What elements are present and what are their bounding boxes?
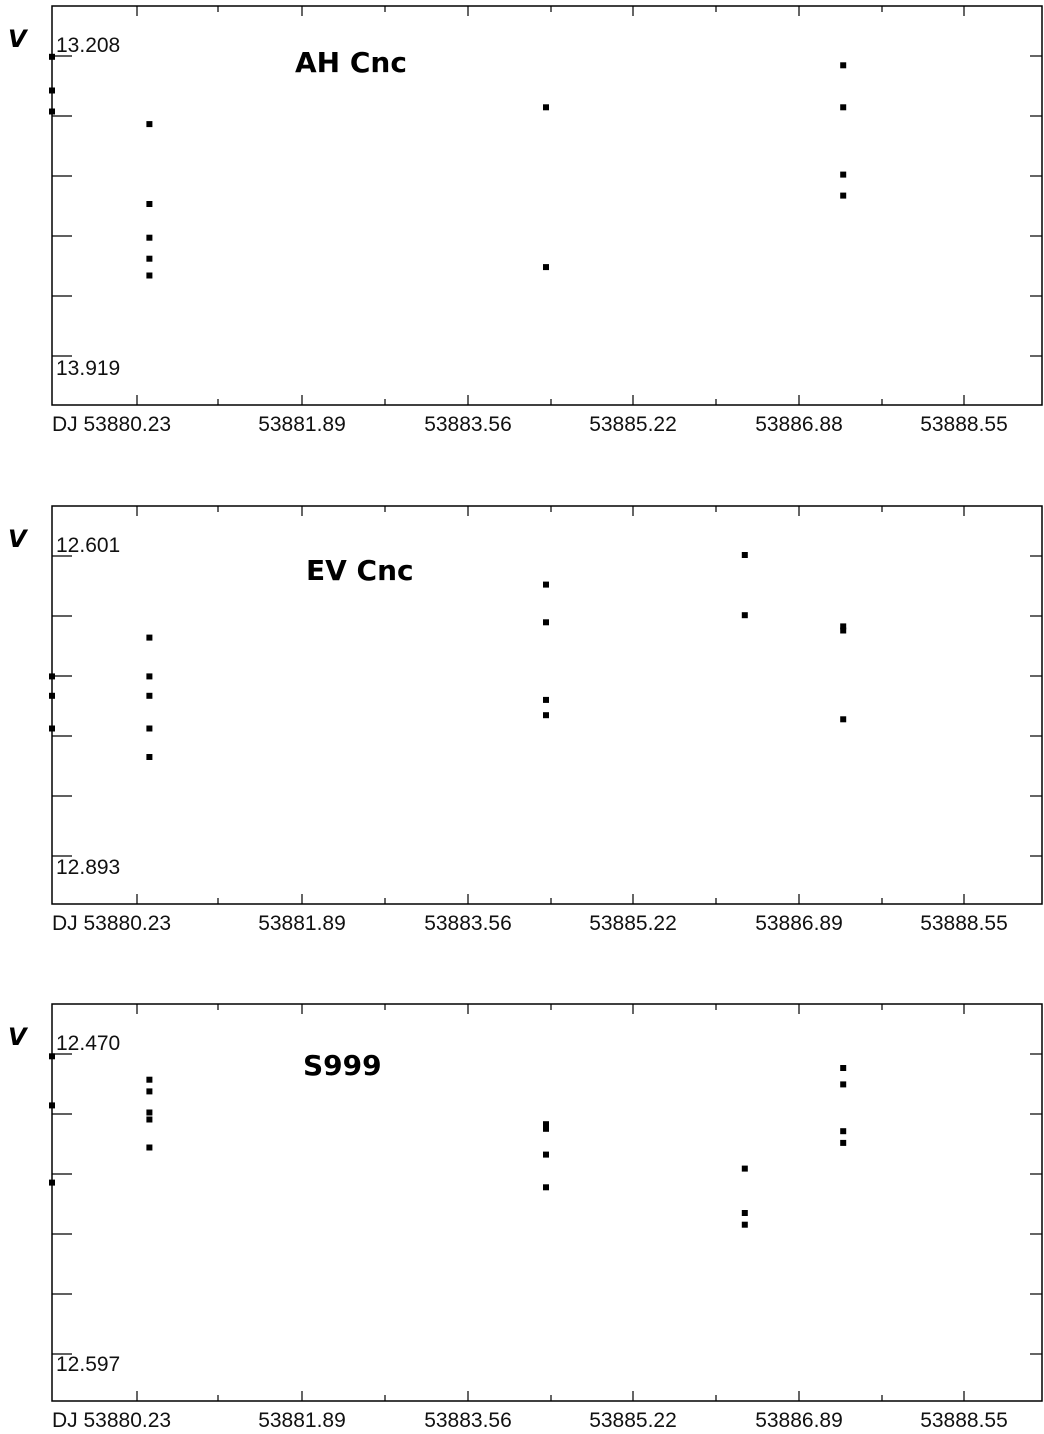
x-tick-label: 53886.88 xyxy=(755,413,843,436)
x-tick-label: 53888.55 xyxy=(920,413,1008,436)
data-point xyxy=(543,1125,549,1132)
chart-title: AH Cnc xyxy=(295,46,407,79)
x-tick-label: 53885.22 xyxy=(589,413,677,436)
x-tick-label: 53888.55 xyxy=(920,912,1008,935)
data-point xyxy=(543,696,549,703)
data-point xyxy=(146,725,153,732)
data-point xyxy=(840,62,847,69)
data-point xyxy=(840,1065,847,1071)
data-point xyxy=(840,1139,847,1146)
data-point xyxy=(741,612,748,619)
x-tick-label: DJ 53880.23 xyxy=(52,1409,171,1432)
x-tick-label: 53886.89 xyxy=(755,912,843,935)
chart-title: S999 xyxy=(303,1049,382,1082)
data-point xyxy=(146,1088,153,1095)
data-point xyxy=(146,234,153,241)
data-point xyxy=(49,53,55,60)
data-point xyxy=(146,634,153,641)
y-axis-title: V xyxy=(8,1023,29,1051)
data-point xyxy=(543,104,549,111)
data-point xyxy=(146,1144,153,1151)
data-point xyxy=(146,1076,153,1083)
data-point xyxy=(146,754,153,760)
x-tick-label: 53886.89 xyxy=(755,1409,843,1432)
data-point xyxy=(840,171,847,178)
x-tick-label: 53881.89 xyxy=(258,413,346,436)
y-top-label: 13.208 xyxy=(56,34,120,57)
data-point xyxy=(49,725,55,732)
x-tick-label: 53883.56 xyxy=(424,413,512,436)
x-tick-label: DJ 53880.23 xyxy=(52,413,171,436)
data-point xyxy=(840,1128,847,1135)
data-point xyxy=(840,1081,847,1088)
data-point xyxy=(49,1102,55,1109)
x-tick-label: DJ 53880.23 xyxy=(52,912,171,935)
x-tick-label: 53883.56 xyxy=(424,912,512,935)
x-tick-label: 53888.55 xyxy=(920,1409,1008,1432)
y-bottom-label: 12.597 xyxy=(56,1353,120,1376)
x-tick-label: 53883.56 xyxy=(424,1409,512,1432)
y-top-label: 12.601 xyxy=(56,534,120,557)
data-point xyxy=(543,581,549,588)
plot-panel-2: V 12.601 12.893 EV Cnc DJ 53880.23 53881.89 53… xyxy=(8,505,1043,935)
data-point xyxy=(49,87,55,94)
data-point xyxy=(840,623,847,630)
data-point xyxy=(49,108,55,115)
y-axis-title: V xyxy=(8,525,29,553)
y-bottom-label: 13.919 xyxy=(56,357,120,380)
plot-panel-1: V 13.208 13.919 AH Cnc DJ 53880.23 53881.89 53… xyxy=(8,5,1043,436)
x-tick-label: 53885.22 xyxy=(589,1409,677,1432)
y-bottom-label: 12.893 xyxy=(56,856,120,879)
data-point xyxy=(49,673,55,680)
data-point xyxy=(741,1221,748,1228)
data-point xyxy=(840,104,847,111)
x-tick-label: 53881.89 xyxy=(258,1409,346,1432)
data-point xyxy=(543,712,549,719)
data-point xyxy=(49,692,55,699)
data-point xyxy=(543,264,549,271)
data-point xyxy=(146,1109,153,1116)
data-point xyxy=(840,627,847,634)
data-point xyxy=(49,1053,55,1060)
data-point xyxy=(146,201,153,207)
plot-frame xyxy=(51,505,1043,905)
data-point xyxy=(49,1179,55,1186)
data-point xyxy=(741,1210,748,1216)
data-point xyxy=(146,673,153,680)
plot-panel-3: V 12.470 12.597 S999 DJ 53880.23 53881.89 5388… xyxy=(8,1003,1043,1432)
data-point xyxy=(543,1151,549,1158)
y-top-label: 12.470 xyxy=(56,1032,120,1055)
data-point xyxy=(543,619,549,626)
data-point xyxy=(146,255,153,262)
data-point xyxy=(146,692,153,699)
data-point xyxy=(840,716,847,723)
chart-title: EV Cnc xyxy=(306,554,414,587)
data-point xyxy=(840,192,847,199)
y-axis-title: V xyxy=(8,25,29,53)
data-point xyxy=(741,1165,748,1172)
data-point xyxy=(741,552,748,558)
data-point xyxy=(543,1121,549,1128)
x-tick-label: 53885.22 xyxy=(589,912,677,935)
x-tick-label: 53881.89 xyxy=(258,912,346,935)
plot-frame xyxy=(51,1003,1043,1402)
data-point xyxy=(146,121,153,128)
data-point xyxy=(146,272,153,279)
data-point xyxy=(543,1184,549,1191)
plot-frame xyxy=(51,5,1043,406)
data-point xyxy=(146,1116,153,1123)
